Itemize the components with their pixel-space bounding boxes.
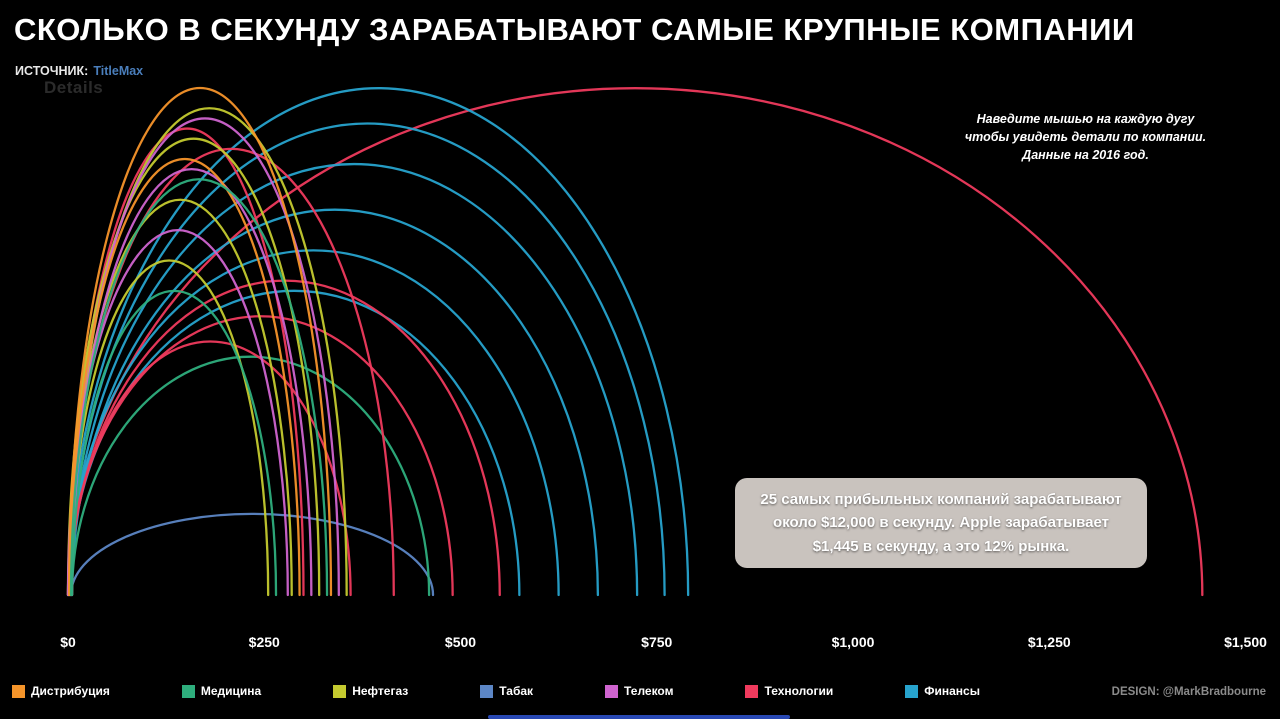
source-line: ИСТОЧНИК: TitleMax bbox=[15, 64, 143, 78]
company-arc[interactable] bbox=[66, 249, 560, 597]
company-arc[interactable] bbox=[69, 163, 639, 597]
company-arc[interactable] bbox=[66, 137, 321, 597]
legend-swatch-icon bbox=[480, 684, 494, 698]
source-label: ИСТОЧНИК: bbox=[15, 64, 89, 78]
legend-swatch-icon bbox=[905, 684, 919, 698]
legend-item[interactable]: Медицина bbox=[181, 684, 262, 698]
x-axis-tick-label: $250 bbox=[248, 634, 280, 650]
source-link[interactable]: TitleMax bbox=[93, 64, 144, 78]
legend: Дистрибуция Медицина Нефтегаз Табак Телеком Т… bbox=[12, 684, 980, 698]
legend-swatch-icon bbox=[12, 684, 25, 698]
hover-instructions: Наведите мышью на каждую дугу чтобы увид… bbox=[964, 112, 1207, 163]
legend-label: Телеком bbox=[624, 684, 674, 698]
company-arc[interactable] bbox=[70, 355, 431, 597]
legend-item[interactable]: Технологии bbox=[745, 684, 833, 698]
x-axis-tick-label: $1,000 bbox=[831, 634, 875, 650]
company-arc[interactable] bbox=[69, 512, 435, 597]
legend-label: Финансы bbox=[924, 684, 980, 698]
horizontal-scrollbar[interactable] bbox=[488, 715, 790, 719]
legend-swatch-icon bbox=[745, 684, 759, 698]
x-axis-tick-label: $500 bbox=[444, 634, 477, 650]
x-axis-tick-label: $1,500 bbox=[1224, 634, 1267, 650]
company-arc[interactable] bbox=[68, 157, 301, 597]
legend-label: Медицина bbox=[200, 684, 262, 698]
background-ghost-text: Details bbox=[44, 78, 104, 97]
tooltip: 25 самых прибыльных компаний зарабатываю… bbox=[735, 478, 1147, 568]
company-arc[interactable] bbox=[68, 259, 270, 597]
company-arc[interactable] bbox=[69, 178, 329, 597]
x-axis-tick-label: $750 bbox=[641, 634, 673, 650]
company-arc[interactable] bbox=[69, 127, 305, 597]
legend-swatch-icon bbox=[605, 684, 619, 698]
x-axis-tick-label: $1,250 bbox=[1027, 634, 1071, 650]
x-axis-tick-label: $0 bbox=[60, 634, 76, 650]
legend-item[interactable]: Табак bbox=[480, 684, 533, 698]
company-arc[interactable] bbox=[66, 228, 289, 597]
legend-item[interactable]: Дистрибуция bbox=[12, 684, 110, 698]
legend-item[interactable]: Телеком bbox=[605, 684, 673, 698]
company-arc[interactable] bbox=[67, 86, 690, 597]
company-arc[interactable] bbox=[67, 290, 521, 597]
legend-item[interactable]: Финансы bbox=[905, 684, 980, 698]
legend-label: Нефтегаз bbox=[352, 684, 409, 698]
company-arc[interactable] bbox=[70, 289, 278, 597]
legend-label: Дистрибуция bbox=[31, 684, 110, 698]
legend-swatch-icon bbox=[333, 684, 347, 698]
legend-label: Технологии bbox=[764, 684, 834, 698]
legend-swatch-icon bbox=[181, 684, 195, 698]
legend-label: Табак bbox=[499, 684, 534, 698]
tooltip-text: 25 самых прибыльных компаний зарабатываю… bbox=[760, 491, 1122, 555]
design-credit: DESIGN: @MarkBradbourne bbox=[1111, 686, 1266, 698]
x-axis: $0 $250 $500 $750 $1,000 $1,250 $1,500 bbox=[0, 634, 1280, 654]
company-arc[interactable] bbox=[70, 209, 600, 597]
legend-item[interactable]: Нефтегаз bbox=[333, 684, 408, 698]
page-title: СКОЛЬКО В СЕКУНДУ ЗАРАБАТЫВАЮТ САМЫЕ КРУ… bbox=[14, 12, 1135, 47]
